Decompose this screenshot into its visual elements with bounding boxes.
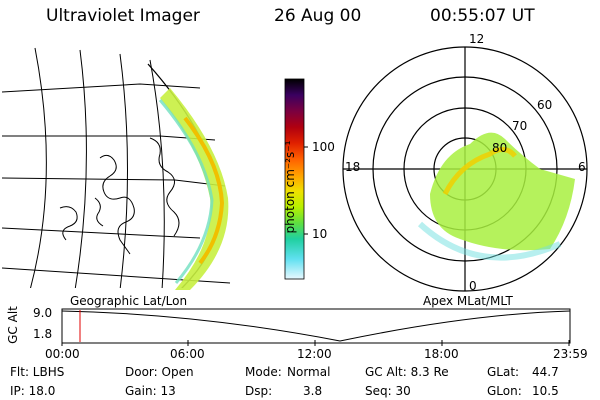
polar-plot xyxy=(342,46,588,292)
aurora-edge xyxy=(158,99,214,284)
lat-80-label: 80 xyxy=(492,141,508,155)
glat-value: 44.7 xyxy=(532,365,559,379)
mlt-0-label: 0 xyxy=(469,279,477,293)
dsp-value: 3.8 xyxy=(303,384,323,398)
longitude-line xyxy=(74,49,87,288)
door-info: Door: Open xyxy=(125,365,194,379)
altitude-xtick: 12:00 xyxy=(297,347,332,361)
dsp-label: Dsp: xyxy=(245,384,273,398)
geographic-image xyxy=(2,47,231,290)
polar-panel-label: Apex MLat/MLT xyxy=(423,294,513,308)
aurora-core xyxy=(183,116,225,265)
aurora-band xyxy=(160,88,229,290)
mlt-6-label: 6 xyxy=(578,160,586,174)
filter-info: Flt: LBHS xyxy=(10,365,65,379)
altitude-xtick: 06:00 xyxy=(170,347,205,361)
altitude-ylabel: GC Alt xyxy=(5,306,20,344)
lat-70-label: 70 xyxy=(512,119,528,133)
mlt-12-label: 12 xyxy=(469,32,485,46)
longitude-line xyxy=(119,53,128,288)
coastline xyxy=(99,154,135,255)
altitude-xtick: 23:59 xyxy=(553,347,588,361)
colorbar xyxy=(284,78,308,280)
altitude-xtick: 00:00 xyxy=(45,347,80,361)
gc-alt-info: GC Alt: 8.3 Re xyxy=(365,365,449,379)
altitude-plot xyxy=(61,308,571,346)
aurora-oval xyxy=(430,132,575,251)
date-label: 26 Aug 00 xyxy=(274,6,362,26)
glon-label: GLon: xyxy=(487,384,522,398)
aurora-peak xyxy=(442,147,517,196)
glon-value: 10.5 xyxy=(532,384,559,398)
latitude-line xyxy=(2,135,216,141)
instrument-title: Ultraviolet Imager xyxy=(46,6,200,26)
colorbar-tick-100: 100 xyxy=(312,140,335,154)
latitude-line xyxy=(2,227,201,239)
geographic-panel-label: Geographic Lat/Lon xyxy=(70,294,188,308)
mlt-18-label: 18 xyxy=(345,160,361,174)
mode-value: Normal xyxy=(287,365,331,379)
gain-info: Gain: 13 xyxy=(125,384,176,398)
altitude-curve xyxy=(61,310,571,342)
lat-60-label: 60 xyxy=(537,98,553,112)
altitude-ytick-bottom: 1.8 xyxy=(33,327,53,341)
time-label: 00:55:07 UT xyxy=(430,6,535,26)
aurora-diffuse xyxy=(417,221,562,261)
ip-info: IP: 18.0 xyxy=(10,384,56,398)
glat-label: GLat: xyxy=(487,365,520,379)
colorbar-unit-label: photon cm⁻²s⁻¹ xyxy=(283,140,297,234)
coastline xyxy=(94,197,104,227)
latitude-line xyxy=(2,177,226,187)
latitude-line xyxy=(2,83,201,93)
coastline xyxy=(149,137,180,237)
colorbar-tick-10: 10 xyxy=(312,227,328,241)
altitude-xtick: 18:00 xyxy=(424,347,459,361)
seq-info: Seq: 30 xyxy=(365,384,411,398)
longitude-line xyxy=(29,47,47,288)
altitude-ytick-top: 9.0 xyxy=(33,306,53,320)
mode-label: Mode: xyxy=(245,365,282,379)
coastline xyxy=(59,206,78,241)
longitude-line xyxy=(149,59,165,288)
